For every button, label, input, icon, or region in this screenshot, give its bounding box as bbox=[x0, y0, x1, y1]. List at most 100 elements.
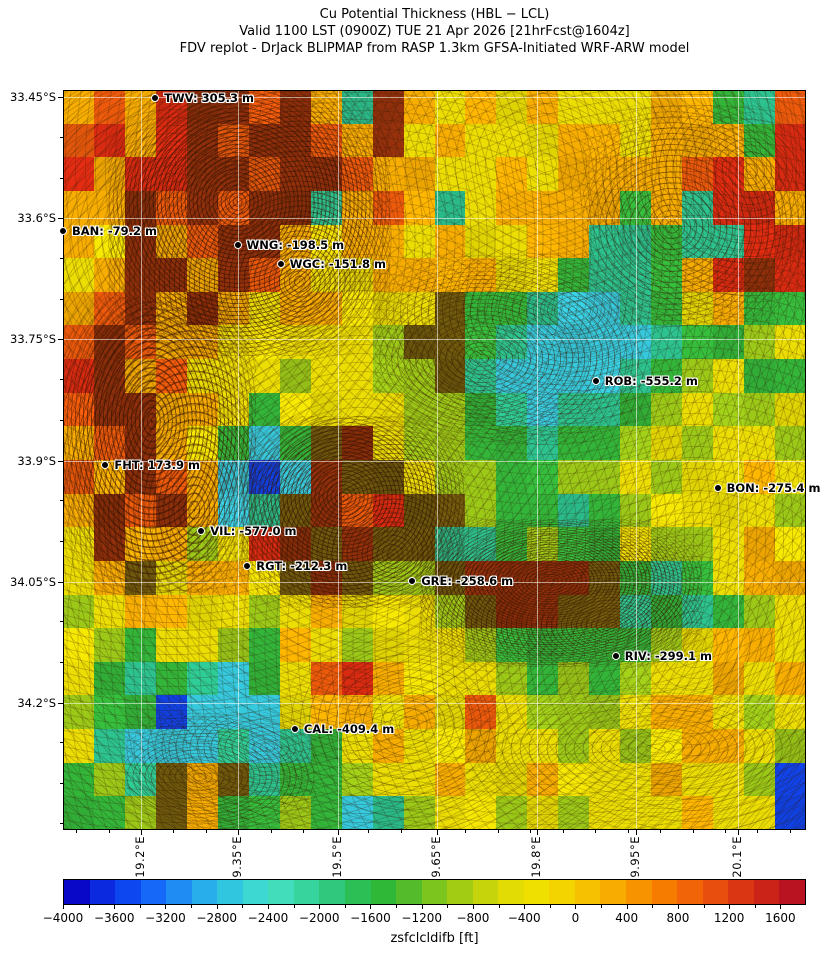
map-raster-cell bbox=[744, 560, 776, 595]
y-axis-major-tick bbox=[58, 460, 63, 462]
map-raster-cell bbox=[527, 392, 559, 427]
station-label: GRE: -258.6 m bbox=[421, 574, 514, 589]
colorbar-tick-label: −2800 bbox=[196, 911, 238, 925]
station-label: BAN: -79.2 m bbox=[72, 223, 158, 238]
map-raster-cell bbox=[186, 628, 218, 662]
map-raster-cell bbox=[651, 762, 683, 797]
map-raster-cell bbox=[651, 661, 683, 696]
colorbar-major-tick bbox=[165, 905, 167, 909]
map-raster-cell bbox=[310, 762, 342, 797]
map-raster-cell bbox=[682, 661, 714, 696]
map-raster-cell bbox=[279, 796, 311, 830]
map-raster-cell bbox=[248, 796, 280, 830]
map-raster-cell bbox=[434, 359, 466, 393]
map-raster-cell bbox=[744, 527, 776, 561]
colorbar-major-tick bbox=[729, 905, 731, 909]
colorbar-segment bbox=[89, 880, 116, 904]
map-raster-cell bbox=[341, 796, 373, 830]
colorbar-segment bbox=[472, 880, 499, 904]
map-raster-cell bbox=[403, 695, 435, 730]
colorbar-major-tick bbox=[267, 905, 269, 909]
colorbar-segment bbox=[600, 880, 627, 904]
map-raster-cell bbox=[744, 762, 776, 797]
map-raster-cell bbox=[682, 359, 714, 393]
map-raster-cell bbox=[403, 90, 435, 124]
map-raster-cell bbox=[527, 460, 559, 494]
map-raster-cell bbox=[651, 796, 683, 830]
colorbar-segment bbox=[626, 880, 652, 904]
map-raster-cell bbox=[93, 796, 125, 830]
map-raster-cell bbox=[589, 392, 621, 427]
map-raster-cell bbox=[651, 460, 683, 494]
colorbar-segment bbox=[753, 880, 780, 904]
colorbar-segment bbox=[319, 880, 346, 904]
station-label: WGC: -151.8 m bbox=[289, 256, 386, 271]
map-raster-cell bbox=[775, 392, 806, 427]
map-raster-cell bbox=[651, 392, 683, 427]
y-axis-tick-label: 33.9°S bbox=[17, 453, 56, 468]
map-raster-cell bbox=[279, 628, 311, 662]
map-raster-cell bbox=[434, 661, 466, 696]
colorbar-minor-tick bbox=[754, 905, 756, 908]
map-raster-cell bbox=[558, 426, 590, 460]
map-raster-cell bbox=[651, 426, 683, 460]
map-raster-cell bbox=[403, 729, 435, 763]
colorbar-tick-label: 0 bbox=[571, 911, 580, 925]
map-raster-cell bbox=[124, 695, 156, 730]
colorbar-major-tick bbox=[677, 905, 679, 909]
colorbar-segment bbox=[115, 880, 141, 904]
map-raster-cell bbox=[651, 695, 683, 730]
colorbar-segment bbox=[523, 880, 550, 904]
map-raster-cell bbox=[651, 359, 683, 393]
map-raster-cell bbox=[682, 325, 714, 360]
map-raster-cell bbox=[775, 359, 806, 393]
map-raster-cell bbox=[682, 258, 714, 292]
map-raster-cell bbox=[465, 695, 497, 730]
map-raster-cell bbox=[651, 729, 683, 763]
colorbar-minor-tick bbox=[447, 905, 449, 908]
map-raster-cell bbox=[558, 729, 590, 763]
colorbar-tick-label: 1200 bbox=[713, 911, 745, 925]
map-raster-cell bbox=[63, 123, 94, 158]
map-raster-cell bbox=[713, 123, 745, 158]
x-axis-minor-tick bbox=[270, 830, 272, 833]
map-raster-cell bbox=[682, 90, 714, 124]
map-raster-cell bbox=[620, 291, 652, 326]
map-raster-cell bbox=[775, 460, 806, 494]
map-raster-cell bbox=[775, 560, 806, 595]
map-raster-cell bbox=[775, 762, 806, 797]
map-raster-cell bbox=[465, 796, 497, 830]
map-raster-cell bbox=[775, 628, 806, 662]
colorbar-segment bbox=[447, 880, 473, 904]
map-raster-cell bbox=[124, 628, 156, 662]
map-raster-cell bbox=[558, 157, 590, 191]
y-axis-tick-label: 33.6°S bbox=[17, 211, 56, 226]
map-raster-cell bbox=[465, 325, 497, 360]
x-axis-major-tick bbox=[238, 830, 240, 835]
x-axis-minor-tick bbox=[108, 830, 110, 833]
map-raster-cell bbox=[217, 796, 249, 830]
figure-title: Cu Potential Thickness (HBL − LCL) bbox=[319, 7, 550, 22]
forecast-map: TWV: 305.3 m BAN: -79.2 m WNG: -198.5 m WGC… bbox=[59, 90, 820, 830]
map-raster-cell bbox=[682, 392, 714, 427]
map-raster-cell bbox=[496, 426, 528, 460]
map-raster-cell bbox=[372, 796, 404, 830]
map-raster-cell bbox=[63, 157, 94, 191]
map-raster-cell bbox=[713, 493, 745, 528]
map-raster-cell bbox=[372, 628, 404, 662]
station-label: VIL: -577.0 m bbox=[210, 524, 297, 539]
station-label: CAL: -409.4 m bbox=[303, 722, 395, 737]
y-axis-major-tick bbox=[58, 582, 63, 584]
y-axis-major-tick bbox=[58, 338, 63, 340]
map-raster-cell bbox=[713, 628, 745, 662]
map-raster-cell bbox=[310, 359, 342, 393]
map-raster-cell bbox=[713, 359, 745, 393]
colorbar-tick-label: −800 bbox=[456, 911, 490, 925]
y-axis-minor-tick bbox=[60, 661, 63, 663]
map-raster-cell bbox=[248, 661, 280, 696]
colorbar-segment bbox=[396, 880, 422, 904]
station-dot bbox=[243, 561, 252, 570]
map-raster-cell bbox=[620, 123, 652, 158]
station-label: WNG: -198.5 m bbox=[246, 237, 345, 252]
map-raster-cell bbox=[744, 291, 776, 326]
